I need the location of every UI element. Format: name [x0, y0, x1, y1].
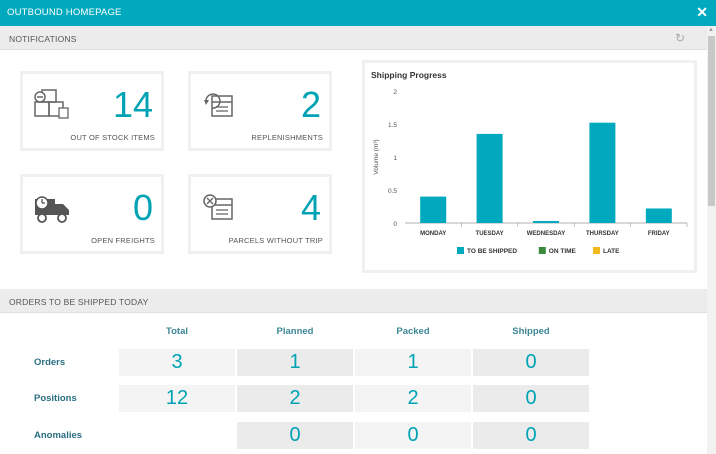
- orders-packed-cell[interactable]: 1: [355, 349, 471, 376]
- parcels-without-trip-card[interactable]: 4 PARCELS WITHOUT TRIP: [188, 174, 332, 254]
- x-tick-label: MONDAY: [420, 231, 446, 237]
- scrollbar-thumb[interactable]: [708, 36, 715, 206]
- bar-to-be-shipped: [533, 221, 559, 223]
- parcel-cancel-icon: [203, 194, 233, 220]
- orders-header: ORDERS TO BE SHIPPED TODAY: [0, 289, 707, 313]
- y-tick-label: 1.5: [388, 122, 397, 129]
- window-title: OUTBOUND HOMEPAGE: [7, 7, 122, 18]
- orders-table: Total Planned Packed Shipped Orders 3 1 …: [0, 313, 707, 454]
- open-freights-card[interactable]: 0 OPEN FREIGHTS: [20, 174, 164, 254]
- vertical-scrollbar[interactable]: ▲: [707, 26, 716, 454]
- positions-planned-cell[interactable]: 2: [237, 385, 353, 412]
- boxes-icon: [34, 89, 69, 119]
- legend-label: ON TIME: [549, 248, 577, 255]
- notifications-header: NOTIFICATIONS ↻: [0, 26, 707, 50]
- scroll-up-icon[interactable]: ▲: [708, 27, 714, 33]
- out-of-stock-card[interactable]: 14 OUT OF STOCK ITEMS: [20, 71, 164, 151]
- replenish-box-icon: [204, 93, 233, 117]
- orders-planned-cell[interactable]: 1: [237, 349, 353, 376]
- y-tick-label: 0.5: [388, 188, 397, 195]
- window-titlebar: OUTBOUND HOMEPAGE ✕: [0, 0, 716, 26]
- anomalies-packed-cell[interactable]: 0: [355, 422, 471, 449]
- close-icon[interactable]: ✕: [696, 4, 708, 20]
- shipping-progress-chart: 0 0.5 1 1.5 2 Volume (m³) MONDAY TUESDAY WEDNESD…: [373, 89, 688, 255]
- column-header-total: Total: [166, 326, 188, 337]
- anomalies-planned-cell[interactable]: 0: [237, 422, 353, 449]
- open-freights-caption: OPEN FREIGHTS: [91, 236, 155, 245]
- shipping-progress-chart-card: Shipping Progress 0 0.5 1 1.5 2 Volume (m³) MO…: [362, 60, 697, 273]
- y-tick-label: 1: [393, 155, 397, 162]
- x-tick-label: WEDNESDAY: [527, 231, 565, 237]
- out-of-stock-caption: OUT OF STOCK ITEMS: [70, 133, 155, 142]
- bar-to-be-shipped: [589, 122, 616, 223]
- open-freights-value: 0: [132, 187, 153, 228]
- legend-swatch: [538, 247, 546, 254]
- bar-to-be-shipped: [645, 208, 672, 223]
- orders-total-cell[interactable]: 3: [119, 349, 235, 376]
- positions-shipped-cell[interactable]: 0: [473, 385, 589, 412]
- bar-to-be-shipped: [476, 133, 503, 223]
- bar-to-be-shipped: [420, 196, 447, 223]
- replenishments-caption: REPLENISHMENTS: [251, 133, 323, 142]
- y-tick-label: 2: [393, 89, 397, 96]
- legend-label: LATE: [603, 248, 620, 255]
- anomalies-total-cell: [119, 422, 235, 449]
- out-of-stock-value: 14: [112, 84, 153, 125]
- legend-swatch: [593, 247, 600, 254]
- replenishments-card[interactable]: 2 REPLENISHMENTS: [188, 71, 332, 151]
- legend-label: TO BE SHIPPED: [467, 248, 517, 255]
- column-header-shipped: Shipped: [512, 326, 550, 337]
- column-header-planned: Planned: [276, 326, 314, 337]
- refresh-icon[interactable]: ↻: [674, 31, 685, 45]
- anomalies-shipped-cell[interactable]: 0: [473, 422, 589, 449]
- row-label-positions: Positions: [34, 393, 77, 404]
- y-tick-label: 0: [393, 221, 397, 228]
- row-label-anomalies: Anomalies: [34, 430, 83, 441]
- positions-total-cell[interactable]: 12: [119, 385, 235, 412]
- chart-title: Shipping Progress: [371, 70, 447, 80]
- row-label-orders: Orders: [34, 357, 66, 368]
- x-tick-label: FRIDAY: [648, 231, 670, 237]
- y-axis-label: Volume (m³): [373, 139, 380, 174]
- replenishments-value: 2: [300, 84, 321, 125]
- notifications-title: NOTIFICATIONS: [9, 34, 77, 44]
- column-header-packed: Packed: [396, 326, 430, 337]
- parcels-without-trip-caption: PARCELS WITHOUT TRIP: [228, 236, 323, 245]
- orders-shipped-cell[interactable]: 0: [473, 349, 589, 376]
- orders-title: ORDERS TO BE SHIPPED TODAY: [9, 297, 149, 307]
- truck-clock-icon: [35, 196, 69, 223]
- parcels-without-trip-value: 4: [300, 187, 321, 228]
- legend-swatch: [457, 247, 464, 254]
- positions-packed-cell[interactable]: 2: [355, 385, 471, 412]
- x-tick-label: TUESDAY: [476, 231, 504, 237]
- x-tick-label: THURSDAY: [586, 231, 619, 237]
